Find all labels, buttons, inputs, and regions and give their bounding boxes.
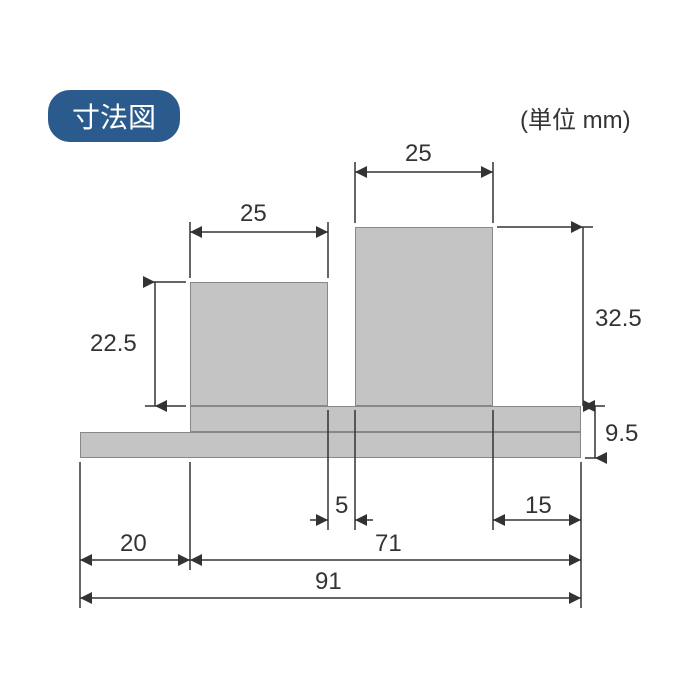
dimension-lines xyxy=(0,0,700,700)
